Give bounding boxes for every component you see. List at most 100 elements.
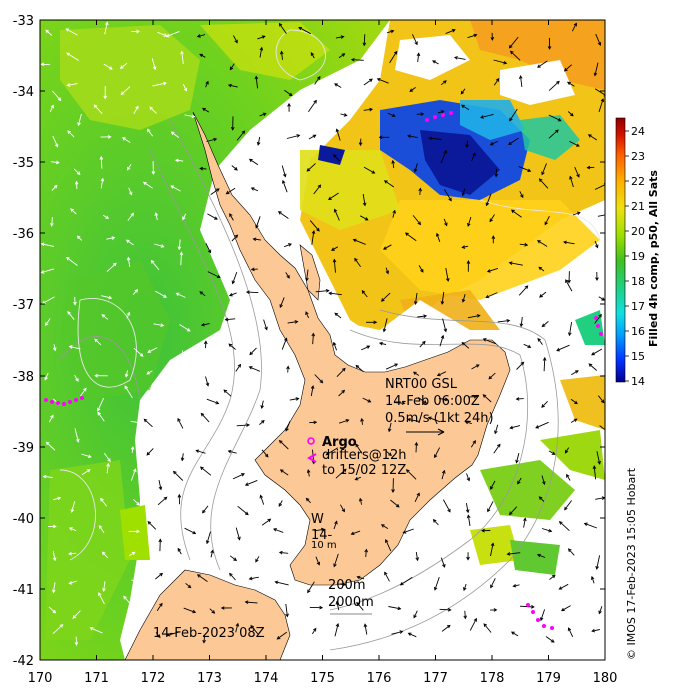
current-arrow-head	[285, 427, 289, 432]
current-arrow-head	[126, 256, 131, 261]
current-arrow-head	[163, 496, 168, 501]
current-arrow	[259, 113, 266, 117]
current-arrow	[307, 581, 315, 593]
current-arrow-head	[341, 508, 345, 513]
current-arrow	[384, 572, 390, 582]
current-arrow-head	[481, 528, 485, 533]
current-arrow	[563, 241, 575, 245]
current-arrow	[279, 440, 289, 450]
current-arrow	[124, 628, 132, 638]
current-arrow-head	[310, 52, 315, 56]
current-arrow-head	[371, 170, 376, 174]
current-arrow-head	[159, 572, 164, 577]
current-arrow-head	[152, 66, 157, 71]
current-arrow	[511, 631, 519, 637]
current-arrow	[438, 398, 448, 401]
current-arrow-head	[567, 627, 572, 632]
current-arrow-head	[234, 39, 238, 44]
current-arrow	[41, 243, 54, 247]
current-arrow	[445, 29, 456, 35]
current-arrow-head	[67, 130, 71, 135]
current-arrow	[151, 58, 156, 70]
current-arrow-head	[597, 460, 601, 465]
current-arrow	[445, 267, 449, 282]
current-arrow-head	[535, 425, 540, 429]
current-arrow	[206, 138, 217, 142]
current-arrow	[307, 469, 310, 477]
current-arrow	[469, 618, 477, 631]
current-arrow	[173, 471, 184, 481]
current-arrow	[541, 400, 548, 408]
current-arrow-head	[399, 581, 404, 586]
current-arrow	[486, 193, 492, 206]
current-arrow-head	[487, 508, 491, 513]
current-arrow	[312, 628, 317, 635]
current-arrow	[246, 291, 259, 294]
current-arrow-head	[255, 224, 259, 229]
current-arrow	[236, 424, 250, 427]
current-arrow	[541, 163, 547, 175]
current-arrow	[102, 214, 109, 219]
drifter-point	[441, 113, 445, 117]
current-arrow-head	[316, 227, 320, 232]
current-arrow-head	[556, 80, 560, 85]
current-arrow-head	[509, 50, 514, 55]
current-arrow-head	[182, 216, 186, 221]
current-arrow	[229, 573, 236, 581]
current-arrow	[275, 581, 289, 586]
current-arrow	[74, 428, 79, 443]
current-arrow	[488, 372, 496, 380]
current-arrow-head	[262, 112, 267, 117]
current-arrow-head	[245, 290, 250, 295]
current-arrow	[284, 89, 293, 96]
current-arrow	[210, 550, 214, 558]
current-arrow-head	[483, 623, 488, 627]
current-arrow-head	[551, 574, 556, 579]
current-arrow	[181, 51, 184, 65]
current-arrow-head	[406, 417, 411, 422]
current-arrow	[229, 213, 234, 221]
current-arrow-head	[54, 143, 59, 148]
current-arrow	[104, 22, 108, 35]
current-arrow	[314, 76, 321, 85]
current-arrow	[413, 610, 418, 618]
current-arrow-head	[432, 60, 436, 64]
current-arrow-head	[255, 558, 259, 563]
current-arrow-head	[466, 260, 471, 264]
current-arrow	[305, 311, 310, 319]
current-arrow-head	[87, 454, 92, 459]
current-arrow-head	[366, 345, 371, 349]
current-arrow-head	[413, 301, 418, 306]
current-arrow-head	[598, 610, 602, 615]
current-arrow-head	[395, 503, 400, 508]
current-arrow	[249, 158, 259, 166]
current-arrow-head	[440, 300, 445, 305]
current-arrow	[130, 420, 144, 424]
current-arrow-head	[416, 52, 421, 57]
colorbar-ticks	[625, 130, 629, 382]
current-arrow	[392, 160, 395, 169]
current-arrow	[285, 272, 290, 279]
cloud-gap	[500, 60, 575, 105]
current-arrow-head	[523, 517, 527, 522]
current-arrow-head	[355, 364, 360, 369]
current-arrow	[120, 62, 128, 69]
current-arrow	[103, 452, 111, 462]
current-arrow	[74, 374, 79, 382]
current-arrow	[489, 214, 495, 222]
current-arrow-head	[160, 389, 164, 393]
current-arrow-head	[445, 277, 450, 282]
current-arrow	[483, 623, 492, 633]
current-arrow	[171, 131, 180, 138]
current-arrow	[493, 78, 500, 86]
current-arrow-head	[544, 221, 548, 226]
current-arrow	[523, 518, 526, 528]
current-arrow	[196, 450, 206, 454]
current-arrow	[106, 463, 109, 474]
current-arrow	[209, 608, 215, 614]
current-arrow	[440, 557, 446, 568]
current-arrow-head	[216, 274, 221, 279]
wind-legend: W 14- 10 m	[311, 512, 337, 551]
current-arrow	[507, 552, 521, 555]
current-arrow	[359, 215, 369, 221]
